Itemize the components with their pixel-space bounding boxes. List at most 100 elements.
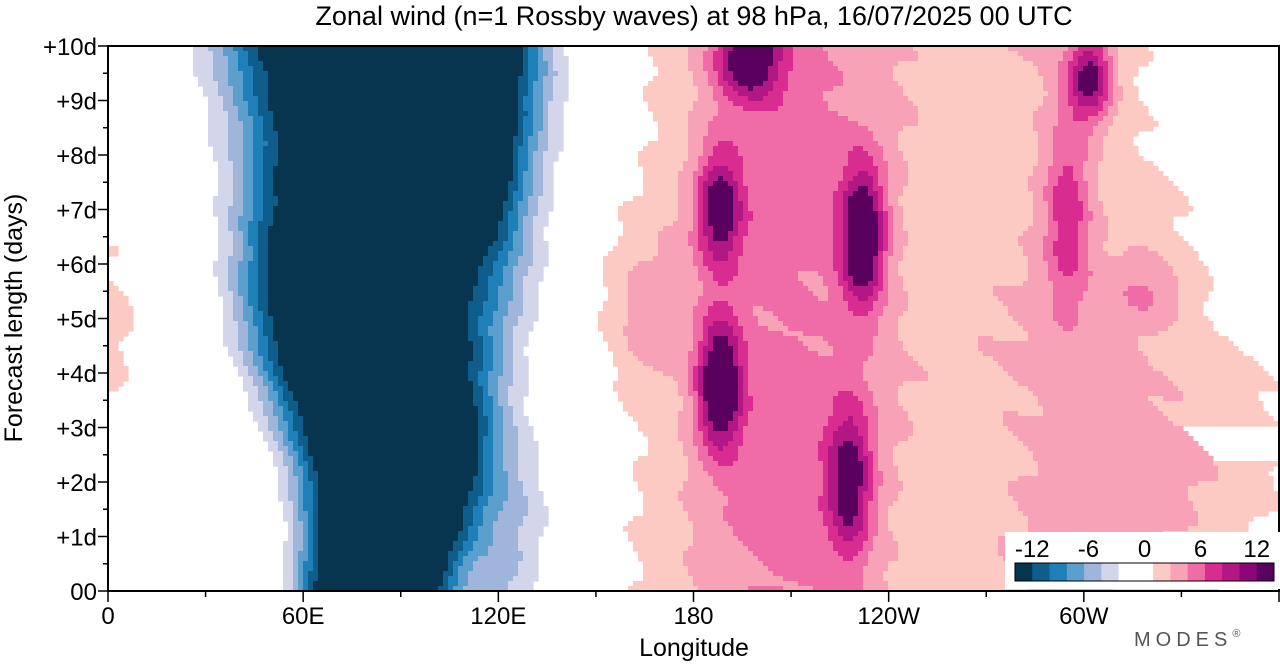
field-cell bbox=[258, 351, 269, 357]
field-cell bbox=[748, 346, 809, 352]
field-cell bbox=[1023, 246, 1044, 252]
field-cell bbox=[693, 411, 699, 417]
field-cell bbox=[873, 291, 879, 297]
field-cell bbox=[778, 66, 794, 72]
field-cell bbox=[518, 466, 539, 472]
field-cell bbox=[278, 201, 504, 207]
field-cell bbox=[508, 396, 524, 402]
field-cell bbox=[308, 586, 314, 591]
field-cell bbox=[1098, 166, 1159, 172]
field-cell bbox=[1048, 261, 1059, 267]
field-cell bbox=[238, 221, 249, 227]
field-cell bbox=[248, 221, 259, 227]
brand-logo: MODES® bbox=[1134, 628, 1245, 651]
field-cell bbox=[743, 431, 824, 437]
field-cell bbox=[693, 311, 709, 317]
field-cell bbox=[468, 366, 484, 372]
field-cell bbox=[1008, 486, 1189, 492]
field-cell bbox=[553, 61, 569, 67]
field-cell bbox=[728, 256, 739, 262]
field-cell bbox=[263, 171, 274, 177]
field-cell bbox=[838, 501, 859, 507]
field-cell bbox=[993, 336, 1029, 342]
field-cell bbox=[713, 251, 729, 257]
field-cell bbox=[253, 416, 269, 422]
field-cell bbox=[288, 431, 299, 437]
field-cell bbox=[303, 586, 309, 591]
field-cell bbox=[513, 366, 529, 372]
field-cell bbox=[288, 401, 299, 407]
colorbar-swatch bbox=[1222, 563, 1240, 581]
field-cell bbox=[553, 51, 564, 57]
field-cell bbox=[748, 411, 834, 417]
field-cell bbox=[723, 516, 824, 522]
field-cell bbox=[503, 431, 519, 437]
wind-field bbox=[108, 46, 1279, 591]
field-cell bbox=[908, 181, 1029, 187]
field-cell bbox=[833, 201, 844, 207]
field-cell bbox=[708, 46, 719, 52]
field-cell bbox=[878, 261, 884, 267]
field-cell bbox=[703, 336, 709, 342]
field-cell bbox=[518, 461, 539, 467]
field-cell bbox=[263, 211, 274, 217]
field-cell bbox=[638, 551, 684, 557]
field-cell bbox=[1108, 96, 1114, 102]
field-cell bbox=[458, 531, 469, 537]
field-cell bbox=[1103, 51, 1109, 57]
field-cell bbox=[518, 96, 524, 102]
field-cell bbox=[518, 146, 529, 152]
field-cell bbox=[853, 421, 869, 427]
field-cell bbox=[878, 436, 909, 442]
field-cell bbox=[623, 406, 684, 412]
field-cell bbox=[258, 301, 269, 307]
field-cell bbox=[678, 381, 689, 387]
field-cell bbox=[523, 176, 534, 182]
field-cell bbox=[893, 456, 1034, 462]
field-cell bbox=[253, 246, 259, 252]
field-cell bbox=[698, 276, 714, 282]
field-cell bbox=[1048, 166, 1064, 172]
field-cell bbox=[708, 406, 739, 412]
field-cell bbox=[218, 171, 234, 177]
field-cell bbox=[493, 536, 519, 542]
field-cell bbox=[918, 106, 1039, 112]
field-cell bbox=[233, 161, 244, 167]
field-cell bbox=[823, 46, 914, 52]
field-cell bbox=[508, 181, 519, 187]
field-cell bbox=[1048, 216, 1054, 222]
field-cell bbox=[888, 221, 894, 227]
field-cell bbox=[208, 96, 224, 102]
field-cell bbox=[1053, 241, 1079, 247]
field-cell bbox=[903, 486, 1009, 492]
field-cell bbox=[888, 296, 909, 302]
field-cell bbox=[1018, 436, 1194, 442]
field-cell bbox=[603, 256, 654, 262]
field-cell bbox=[683, 451, 699, 457]
field-cell bbox=[528, 211, 539, 217]
field-cell bbox=[493, 241, 504, 247]
field-cell bbox=[258, 276, 269, 282]
field-cell bbox=[783, 586, 814, 591]
field-cell bbox=[293, 531, 304, 537]
field-cell bbox=[718, 446, 724, 452]
field-cell bbox=[293, 511, 299, 517]
field-cell bbox=[703, 396, 739, 402]
field-cell bbox=[538, 206, 554, 212]
field-cell bbox=[528, 76, 539, 82]
field-cell bbox=[853, 176, 874, 182]
field-cell bbox=[623, 331, 694, 337]
field-cell bbox=[993, 356, 1149, 362]
field-cell bbox=[318, 481, 474, 487]
field-cell bbox=[483, 336, 494, 342]
field-cell bbox=[698, 351, 704, 357]
field-cell bbox=[708, 131, 874, 137]
field-cell bbox=[478, 436, 484, 442]
field-cell bbox=[238, 106, 249, 112]
field-cell bbox=[298, 411, 479, 417]
field-cell bbox=[628, 586, 699, 591]
field-cell bbox=[528, 71, 539, 77]
y-tick-label: +10d bbox=[43, 34, 97, 61]
field-cell bbox=[1078, 301, 1129, 307]
field-cell bbox=[1053, 196, 1079, 202]
